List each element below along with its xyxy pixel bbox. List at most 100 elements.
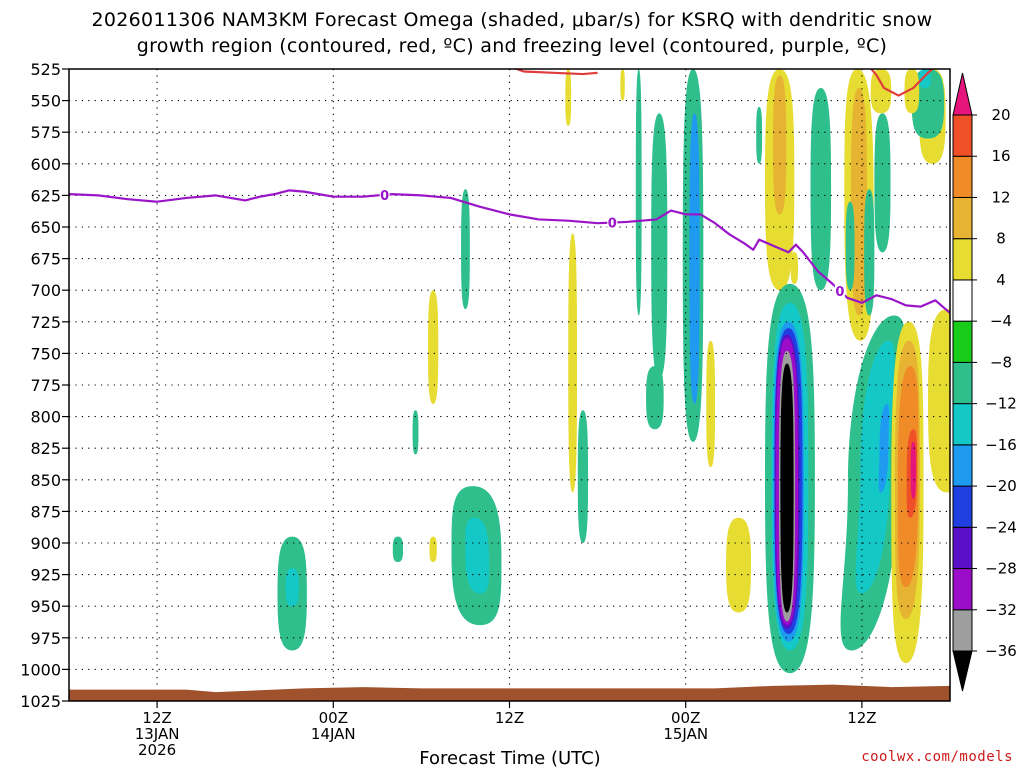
x-tick-label-30-0: 12Z bbox=[495, 709, 524, 727]
omega-shading bbox=[277, 69, 950, 674]
y-tick-label-875: 875 bbox=[30, 502, 61, 521]
colorbar-label-4: −20 bbox=[985, 477, 1017, 495]
colorbar-label-6: −12 bbox=[985, 395, 1017, 413]
omega-region-20 bbox=[756, 106, 763, 164]
x-tick-label-18-1: 14JAN bbox=[311, 725, 356, 743]
x-tick-label-6-2: 2026 bbox=[138, 741, 176, 759]
colorbar: −36 −32 −28 −24 −20 −16 −12 −8 −4 4 8 12 16 20 bbox=[952, 72, 1017, 692]
colorbar-arrow-high bbox=[952, 72, 973, 116]
freezing-label-bg-1 bbox=[607, 215, 618, 230]
freezing-level-label-2: 0 bbox=[835, 285, 844, 300]
omega-region-22 bbox=[773, 75, 787, 215]
colorbar-arrow-low bbox=[952, 650, 973, 692]
colorbar-label-1: −32 bbox=[985, 601, 1017, 619]
colorbar-band-0 bbox=[952, 609, 973, 652]
colorbar-label-2: −28 bbox=[985, 560, 1017, 578]
omega-region-49 bbox=[911, 69, 945, 139]
colorbar-label-11: 12 bbox=[991, 188, 1010, 206]
dgz-contour-0 bbox=[513, 69, 598, 76]
colorbar-label-0: −36 bbox=[985, 642, 1017, 660]
omega-region-14 bbox=[651, 113, 668, 379]
credit-text: coolwx.com/models bbox=[861, 749, 1013, 765]
colorbar-label-10: 8 bbox=[996, 230, 1006, 248]
dgz-contour-1 bbox=[869, 69, 935, 97]
colorbar-band-12 bbox=[952, 114, 973, 157]
colorbar-label-3: −24 bbox=[985, 518, 1017, 536]
colorbar-band-3 bbox=[952, 485, 973, 528]
y-tick-label-1000: 1000 bbox=[20, 660, 61, 679]
omega-region-31 bbox=[780, 363, 794, 613]
freezing-label-bg-2 bbox=[834, 283, 845, 298]
omega-region-38 bbox=[874, 113, 891, 253]
x-tick-label-6-0: 12Z bbox=[142, 709, 171, 727]
colorbar-band-8 bbox=[952, 279, 973, 322]
colorbar-band-6 bbox=[952, 361, 973, 405]
omega-region-35 bbox=[864, 189, 875, 316]
omega-region-46 bbox=[910, 441, 916, 499]
colorbar-label-8: −4 bbox=[990, 312, 1012, 330]
omega-region-51 bbox=[904, 69, 920, 114]
y-tick-label-800: 800 bbox=[30, 408, 61, 427]
terrain-layer bbox=[69, 684, 950, 701]
colorbar-band-7 bbox=[952, 320, 973, 363]
omega-region-10 bbox=[577, 410, 589, 543]
y-tick-label-575: 575 bbox=[30, 123, 61, 142]
y-tick-label-700: 700 bbox=[30, 281, 61, 300]
omega-region-6 bbox=[461, 189, 470, 310]
colorbar-band-4 bbox=[952, 444, 973, 487]
gridlines bbox=[69, 69, 950, 701]
y-tick-label-825: 825 bbox=[30, 439, 61, 458]
x-tick-label-42-1: 15JAN bbox=[663, 725, 708, 743]
chart-title-line1: 2026011306 NAM3KM Forecast Omega (shaded… bbox=[92, 9, 933, 31]
chart-title-line2: growth region (contoured, red, ºC) and f… bbox=[137, 35, 888, 57]
y-axis: 525 550 575 600 625 650 675 700 725 750 775 800 825 8… bbox=[20, 60, 69, 711]
y-tick-label-850: 850 bbox=[30, 471, 61, 490]
y-tick-label-625: 625 bbox=[30, 186, 61, 205]
omega-region-9 bbox=[568, 233, 578, 493]
colorbar-label-5: −16 bbox=[985, 436, 1017, 454]
freezing-level-label-0: 0 bbox=[380, 189, 389, 204]
omega-region-11 bbox=[565, 69, 572, 126]
colorbar-label-13: 20 bbox=[991, 106, 1010, 124]
omega-region-2 bbox=[392, 536, 404, 562]
colorbar-label-12: 16 bbox=[991, 147, 1010, 165]
x-tick-label-18-0: 00Z bbox=[319, 709, 348, 727]
omega-region-5 bbox=[429, 536, 437, 562]
omega-region-4 bbox=[428, 290, 439, 404]
y-tick-label-675: 675 bbox=[30, 250, 61, 269]
y-tick-label-975: 975 bbox=[30, 629, 61, 648]
y-tick-label-725: 725 bbox=[30, 313, 61, 332]
y-tick-label-650: 650 bbox=[30, 218, 61, 237]
y-tick-label-900: 900 bbox=[30, 534, 61, 553]
colorbar-band-10 bbox=[952, 196, 973, 240]
omega-region-12 bbox=[620, 69, 625, 101]
omega-region-23 bbox=[790, 252, 799, 284]
y-tick-label-925: 925 bbox=[30, 566, 61, 585]
y-tick-label-550: 550 bbox=[30, 92, 61, 111]
freezing-level-label-1: 0 bbox=[608, 217, 617, 232]
omega-region-13 bbox=[635, 69, 642, 316]
x-tick-label-54-0: 12Z bbox=[847, 709, 876, 727]
colorbar-band-11 bbox=[952, 155, 973, 198]
colorbar-band-1 bbox=[952, 568, 973, 611]
colorbar-label-9: 4 bbox=[996, 271, 1006, 289]
omega-region-19 bbox=[726, 517, 752, 613]
colorbar-band-9 bbox=[952, 238, 973, 281]
y-tick-label-775: 775 bbox=[30, 376, 61, 395]
omega-region-17 bbox=[689, 113, 700, 404]
omega-region-15 bbox=[646, 366, 664, 430]
omega-region-8 bbox=[465, 517, 490, 594]
omega-region-3 bbox=[412, 410, 419, 455]
y-tick-label-950: 950 bbox=[30, 597, 61, 616]
y-tick-label-525: 525 bbox=[30, 60, 61, 79]
omega-region-32 bbox=[810, 87, 832, 291]
freezing-level-contour bbox=[69, 189, 950, 315]
omega-region-47 bbox=[927, 309, 950, 493]
y-tick-label-600: 600 bbox=[30, 155, 61, 174]
omega-region-41 bbox=[878, 403, 890, 493]
omega-region-37 bbox=[845, 201, 855, 291]
x-tick-label-6-1: 13JAN bbox=[135, 725, 180, 743]
omega-region-18 bbox=[706, 340, 716, 468]
